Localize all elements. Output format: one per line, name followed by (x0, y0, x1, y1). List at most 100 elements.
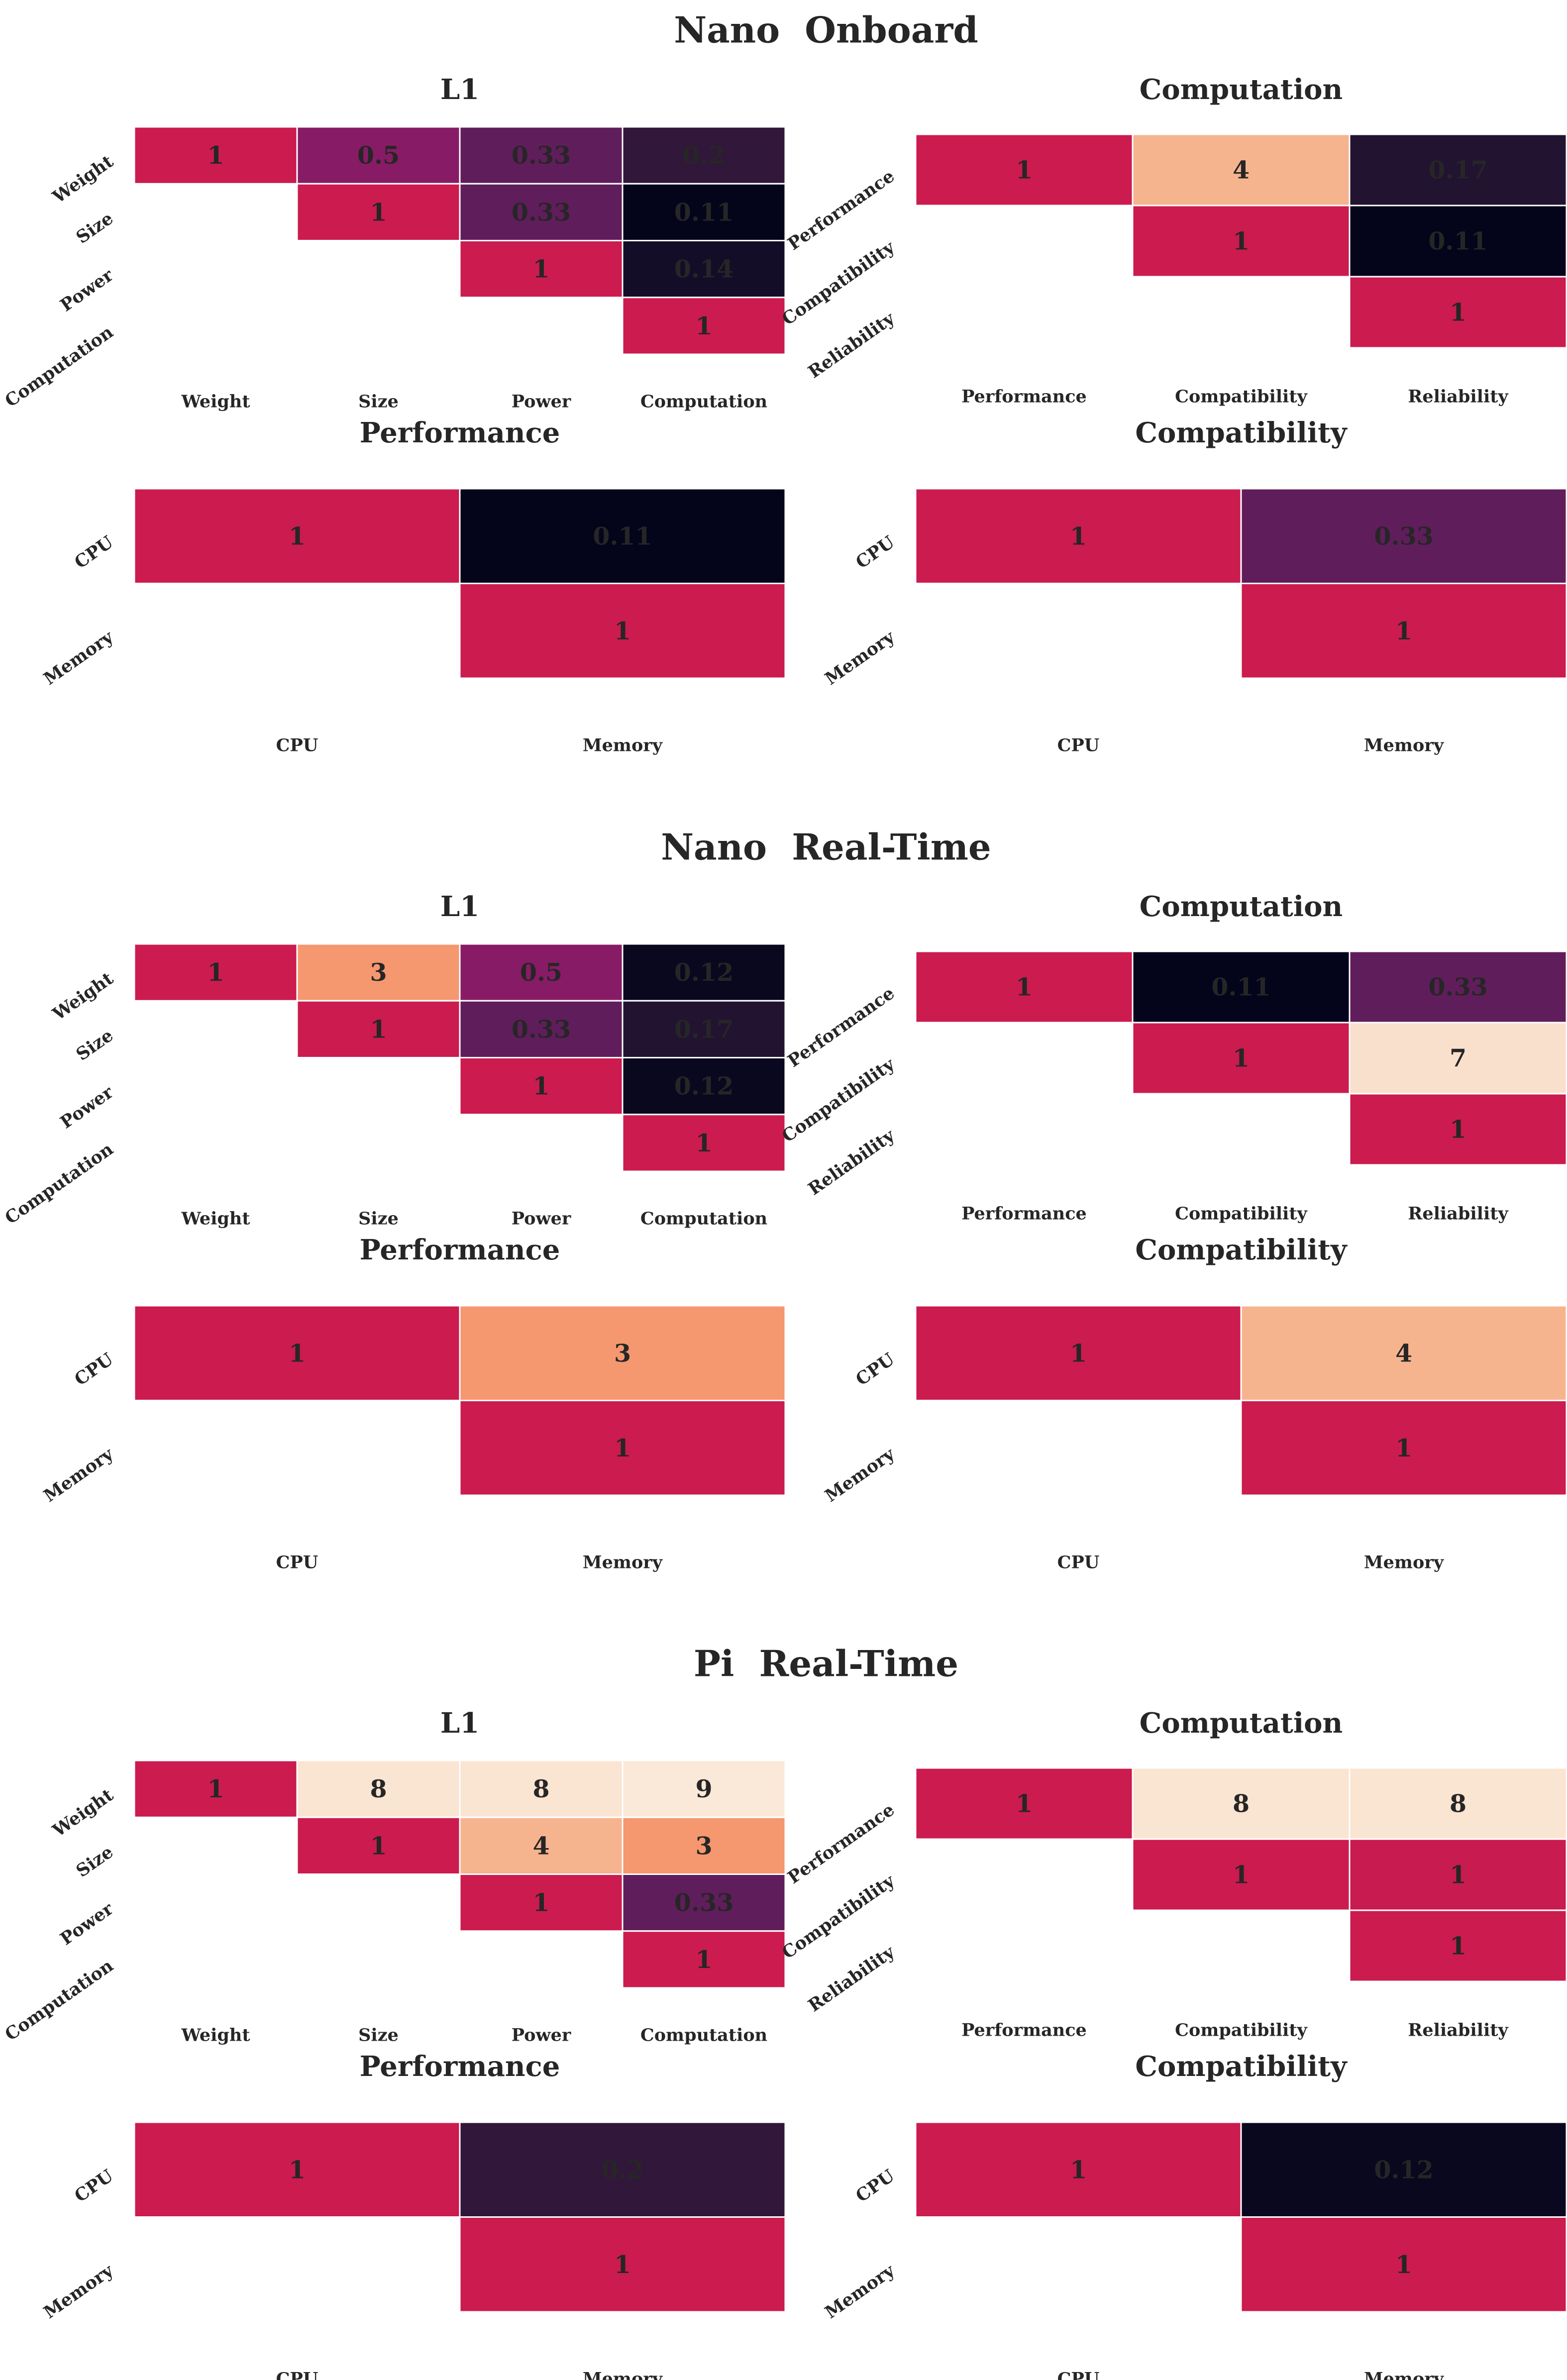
x-tick-label: Memory (583, 1552, 663, 1573)
x-tick-label: Memory (583, 2369, 663, 2380)
x-tick-label: Size (358, 392, 399, 412)
panel-title: L1 (440, 890, 479, 923)
heatmap-cell (459, 1400, 786, 1496)
y-tick-label: Reliability (805, 1125, 899, 1199)
y-tick-label: Power (57, 1082, 117, 1133)
x-tick-label: Memory (1364, 735, 1445, 756)
x-tick-label: Weight (181, 2025, 250, 2046)
cell-value: 1 (289, 2155, 306, 2184)
heatmap-cell (622, 1759, 786, 1818)
heatmap-cell (459, 1057, 624, 1116)
cell-value: 1 (695, 1129, 712, 1157)
x-tick-label: Weight (181, 392, 250, 412)
x-tick-label: CPU (1057, 2369, 1100, 2380)
y-tick-label: Memory (40, 2260, 117, 2323)
y-tick-label: CPU (852, 2166, 898, 2206)
cell-value: 7 (1450, 1044, 1466, 1073)
cell-value: 1 (289, 1339, 306, 1367)
cell-value: 0.14 (674, 255, 733, 284)
cell-value: 1 (614, 2250, 631, 2279)
heatmap-cell (459, 2121, 786, 2218)
x-tick-label: Memory (583, 735, 663, 756)
x-tick-label: Memory (1364, 1552, 1445, 1573)
heatmap-cell (1132, 205, 1351, 278)
cell-value: 4 (1395, 1339, 1412, 1367)
cell-value: 8 (1233, 1789, 1250, 1818)
y-tick-label: Computation (1, 1139, 117, 1229)
heatmap-cell (133, 943, 298, 1002)
y-tick-label: CPU (71, 2166, 117, 2206)
cell-value: 0.33 (512, 1015, 571, 1043)
heatmap-cell (622, 297, 786, 355)
heatmap-cell (1349, 1909, 1567, 1982)
cell-value: 1 (370, 1015, 387, 1043)
y-tick-label: Memory (40, 1444, 117, 1506)
panel-title: Performance (360, 416, 560, 449)
panel-title: L1 (440, 73, 479, 106)
x-tick-label: CPU (276, 2369, 318, 2380)
cell-value: 3 (695, 1831, 712, 1860)
panel-title: Compatibility (1135, 1234, 1348, 1266)
heatmap-cell (915, 1767, 1134, 1840)
cell-value: 3 (614, 1339, 631, 1367)
cell-value: 0.33 (674, 1888, 733, 1917)
y-tick-label: Weight (49, 151, 117, 207)
heatmap-cell (296, 1000, 461, 1058)
cell-value: 8 (370, 1774, 387, 1803)
cell-value: 1 (695, 1945, 712, 1974)
cell-value: 1 (532, 255, 549, 284)
panel-title: L1 (440, 1707, 479, 1740)
heatmap-cell (1349, 1022, 1567, 1095)
cell-value: 1 (1450, 298, 1466, 327)
cell-value: 1 (1450, 1115, 1466, 1144)
y-tick-label: Power (57, 1898, 117, 1949)
heatmap-cell (296, 943, 461, 1002)
y-tick-label: CPU (71, 532, 117, 573)
cell-value: 4 (1233, 156, 1250, 185)
cell-value: 0.17 (674, 1015, 733, 1043)
y-tick-label: Size (73, 1842, 117, 1881)
cell-value: 1 (207, 141, 224, 170)
x-tick-label: Performance (961, 2020, 1087, 2041)
x-tick-label: Reliability (1408, 1204, 1509, 1224)
x-tick-label: Performance (961, 387, 1087, 407)
y-tick-label: CPU (71, 1349, 117, 1390)
x-tick-label: Reliability (1408, 2020, 1509, 2041)
cell-value: 1 (207, 958, 224, 987)
panel-title: Compatibility (1135, 2050, 1348, 2083)
x-tick-label: Memory (1364, 2369, 1445, 2380)
cell-value: 3 (370, 958, 387, 987)
cell-value: 0.17 (1428, 156, 1487, 185)
cell-value: 0.12 (674, 1072, 733, 1101)
heatmap-cell (915, 950, 1134, 1024)
heatmap-cell (296, 1759, 461, 1818)
y-tick-label: Reliability (805, 308, 899, 382)
panel-title: Performance (360, 2050, 560, 2083)
x-tick-label: Power (512, 392, 571, 412)
heatmap-cell (622, 1873, 786, 1932)
cell-value: 1 (1016, 156, 1033, 185)
x-tick-label: Computation (640, 2025, 767, 2046)
y-tick-label: Size (73, 208, 117, 248)
section-title: Nano Onboard (674, 9, 978, 51)
cell-value: 1 (1395, 2250, 1412, 2279)
y-tick-label: Size (73, 1025, 117, 1065)
cell-value: 1 (207, 1774, 224, 1803)
panel-title: Compatibility (1135, 416, 1348, 449)
cell-value: 0.2 (683, 141, 725, 170)
section-title: Pi Real-Time (694, 1643, 958, 1685)
cell-value: 1 (1450, 1932, 1466, 1961)
panel-title: Computation (1140, 890, 1343, 923)
cell-value: 1 (1070, 2155, 1087, 2184)
y-tick-label: Weight (49, 1785, 117, 1841)
heatmap-cell (1240, 583, 1567, 679)
cell-value: 1 (614, 617, 631, 645)
x-tick-label: CPU (1057, 1552, 1100, 1573)
cell-value: 0.11 (674, 198, 733, 226)
heatmap-cell (1349, 1767, 1567, 1840)
heatmap-cell (1132, 1838, 1351, 1911)
cell-value: 1 (1233, 1861, 1250, 1889)
x-tick-label: Compatibility (1175, 387, 1308, 407)
x-tick-label: CPU (276, 735, 318, 756)
x-tick-label: Compatibility (1175, 2020, 1308, 2041)
